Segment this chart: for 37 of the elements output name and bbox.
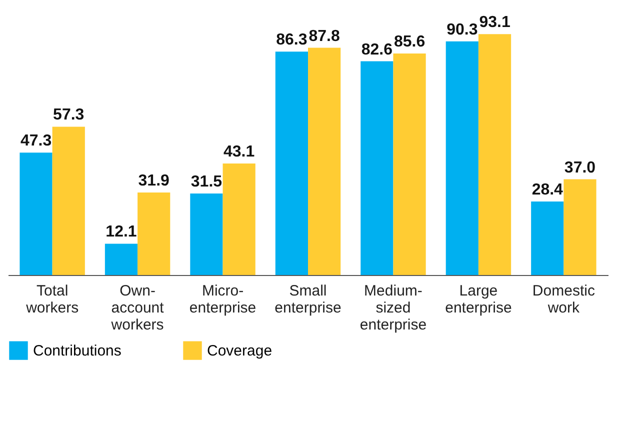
data-label: 37.0: [564, 159, 596, 176]
data-label: 28.4: [532, 182, 564, 199]
data-label: 85.6: [394, 34, 426, 50]
data-label: 12.1: [106, 224, 137, 241]
data-label: 47.3: [20, 132, 52, 150]
bar: [308, 48, 341, 275]
x-tick-label: Domestic work: [532, 282, 596, 316]
bar: [446, 41, 478, 275]
data-label: 57.3: [53, 106, 84, 124]
legend-label: Contributions: [33, 342, 122, 360]
bar: [138, 192, 170, 275]
data-label: 93.1: [479, 14, 510, 32]
x-tick-label: Own-account workers: [110, 282, 165, 334]
x-tick-label: Total workers: [25, 282, 79, 316]
bar: [52, 126, 85, 275]
bar: [393, 54, 426, 275]
x-tick-label: Micro-enterprise: [189, 282, 256, 316]
x-tick-label: Large enterprise: [445, 282, 512, 316]
legend-label: Coverage: [207, 342, 272, 360]
data-label: 43.1: [224, 143, 255, 160]
data-label: 86.3: [276, 32, 308, 49]
x-tick-label: Medium-sized enterprise: [360, 282, 427, 334]
bar: [20, 152, 52, 275]
bar: [104, 244, 138, 275]
data-label: 82.6: [361, 41, 393, 58]
bar: [478, 34, 512, 275]
data-label: 31.9: [138, 172, 170, 190]
bar: [564, 179, 596, 275]
data-label: 31.5: [190, 173, 222, 190]
bar: [360, 61, 394, 275]
data-label: 87.8: [308, 28, 340, 45]
bar: [275, 52, 308, 275]
bar: [190, 193, 223, 275]
bar: [222, 163, 256, 275]
data-label: 90.3: [446, 21, 478, 38]
x-tick-label: Small enterprise: [274, 282, 342, 316]
bar: [531, 202, 564, 275]
